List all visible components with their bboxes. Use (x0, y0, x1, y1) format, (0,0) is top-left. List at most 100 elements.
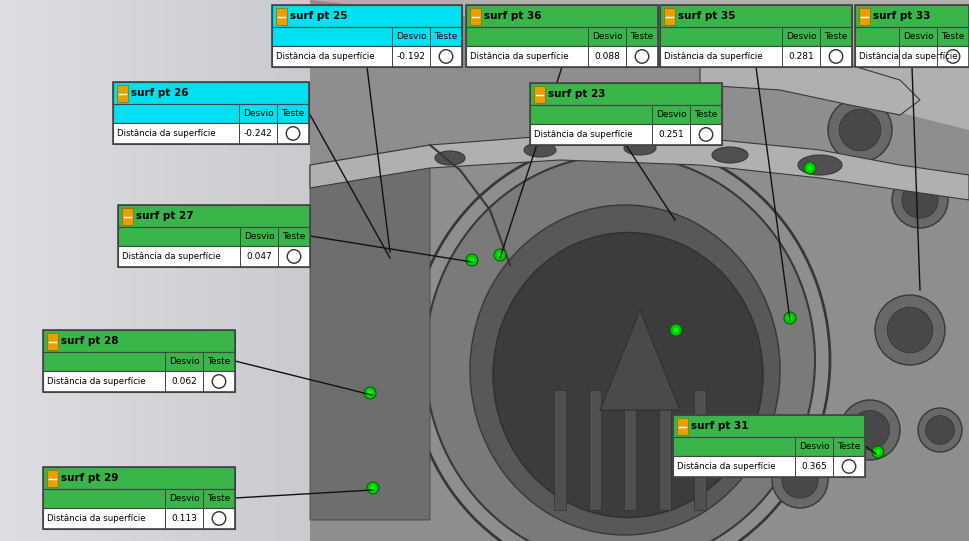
Text: 0.251: 0.251 (658, 130, 684, 139)
Text: surf pt 27: surf pt 27 (136, 211, 194, 221)
Text: Desvio: Desvio (395, 32, 426, 41)
Circle shape (784, 312, 796, 324)
Text: surf pt 35: surf pt 35 (678, 11, 735, 21)
FancyBboxPatch shape (660, 46, 852, 67)
Text: Distância da superfície: Distância da superfície (276, 52, 375, 61)
FancyBboxPatch shape (43, 467, 235, 489)
FancyBboxPatch shape (554, 390, 566, 510)
Text: 0.062: 0.062 (172, 377, 197, 386)
Circle shape (370, 485, 376, 491)
Circle shape (494, 249, 506, 261)
Text: Desvio: Desvio (169, 357, 200, 366)
Circle shape (851, 411, 890, 450)
Circle shape (902, 182, 938, 218)
Circle shape (875, 295, 945, 365)
Circle shape (876, 450, 881, 454)
Polygon shape (310, 0, 969, 541)
Circle shape (925, 415, 954, 444)
Text: Distância da superfície: Distância da superfície (47, 377, 145, 386)
FancyBboxPatch shape (43, 330, 235, 352)
Text: Distância da superfície: Distância da superfície (859, 52, 957, 61)
FancyBboxPatch shape (466, 46, 658, 67)
Text: Teste: Teste (282, 232, 305, 241)
FancyBboxPatch shape (694, 390, 706, 510)
FancyBboxPatch shape (530, 124, 722, 145)
Polygon shape (310, 135, 969, 200)
FancyBboxPatch shape (122, 208, 133, 225)
Ellipse shape (493, 233, 763, 518)
FancyBboxPatch shape (43, 489, 235, 508)
FancyBboxPatch shape (859, 8, 870, 25)
Circle shape (670, 324, 682, 336)
Circle shape (788, 315, 793, 320)
Text: Teste: Teste (281, 109, 304, 118)
Circle shape (828, 98, 892, 162)
Ellipse shape (624, 141, 656, 155)
FancyBboxPatch shape (43, 352, 235, 371)
Text: surf pt 25: surf pt 25 (290, 11, 348, 21)
Text: surf pt 36: surf pt 36 (484, 11, 542, 21)
FancyBboxPatch shape (534, 86, 545, 103)
Text: Desvio: Desvio (903, 32, 933, 41)
FancyBboxPatch shape (530, 83, 722, 105)
Text: Teste: Teste (207, 357, 231, 366)
FancyBboxPatch shape (677, 418, 688, 436)
Circle shape (367, 391, 372, 395)
Text: -0.192: -0.192 (396, 52, 425, 61)
Polygon shape (310, 145, 430, 520)
FancyBboxPatch shape (673, 456, 865, 477)
Ellipse shape (470, 205, 780, 535)
Circle shape (466, 254, 478, 266)
FancyBboxPatch shape (659, 390, 671, 510)
Text: Distância da superfície: Distância da superfície (664, 52, 763, 61)
Text: surf pt 28: surf pt 28 (61, 336, 118, 346)
FancyBboxPatch shape (855, 46, 969, 67)
Ellipse shape (524, 143, 556, 157)
FancyBboxPatch shape (113, 123, 309, 144)
Circle shape (888, 307, 933, 353)
FancyBboxPatch shape (118, 227, 310, 246)
Text: 0.365: 0.365 (801, 462, 827, 471)
Circle shape (840, 400, 900, 460)
Text: surf pt 26: surf pt 26 (131, 88, 189, 98)
Text: Desvio: Desvio (169, 494, 200, 503)
FancyBboxPatch shape (113, 104, 309, 123)
FancyBboxPatch shape (43, 371, 235, 392)
Text: Desvio: Desvio (243, 232, 274, 241)
Text: Teste: Teste (941, 32, 965, 41)
Circle shape (892, 172, 948, 228)
FancyBboxPatch shape (855, 27, 969, 46)
Ellipse shape (410, 140, 830, 541)
FancyBboxPatch shape (276, 8, 287, 25)
FancyBboxPatch shape (470, 8, 481, 25)
Text: Desvio: Desvio (242, 109, 273, 118)
FancyBboxPatch shape (855, 5, 969, 27)
FancyBboxPatch shape (47, 470, 58, 487)
FancyBboxPatch shape (118, 246, 310, 267)
FancyBboxPatch shape (624, 390, 636, 510)
Circle shape (807, 166, 812, 170)
FancyBboxPatch shape (43, 508, 235, 529)
Text: Teste: Teste (695, 110, 718, 119)
Circle shape (782, 462, 818, 498)
Circle shape (772, 452, 828, 508)
FancyBboxPatch shape (589, 390, 601, 510)
FancyBboxPatch shape (272, 5, 462, 27)
Circle shape (497, 253, 503, 258)
Circle shape (918, 408, 962, 452)
FancyBboxPatch shape (664, 8, 675, 25)
FancyBboxPatch shape (466, 27, 658, 46)
Text: Distância da superfície: Distância da superfície (122, 252, 221, 261)
Text: Distância da superfície: Distância da superfície (470, 52, 569, 61)
Polygon shape (310, 0, 969, 130)
Text: Desvio: Desvio (798, 442, 829, 451)
Text: 0.281: 0.281 (788, 52, 814, 61)
Circle shape (804, 162, 816, 174)
Text: Desvio: Desvio (656, 110, 686, 119)
FancyBboxPatch shape (530, 105, 722, 124)
Text: Teste: Teste (207, 494, 231, 503)
FancyBboxPatch shape (272, 46, 462, 67)
FancyBboxPatch shape (113, 82, 309, 104)
Text: -0.242: -0.242 (243, 129, 272, 138)
Text: surf pt 33: surf pt 33 (873, 11, 930, 21)
